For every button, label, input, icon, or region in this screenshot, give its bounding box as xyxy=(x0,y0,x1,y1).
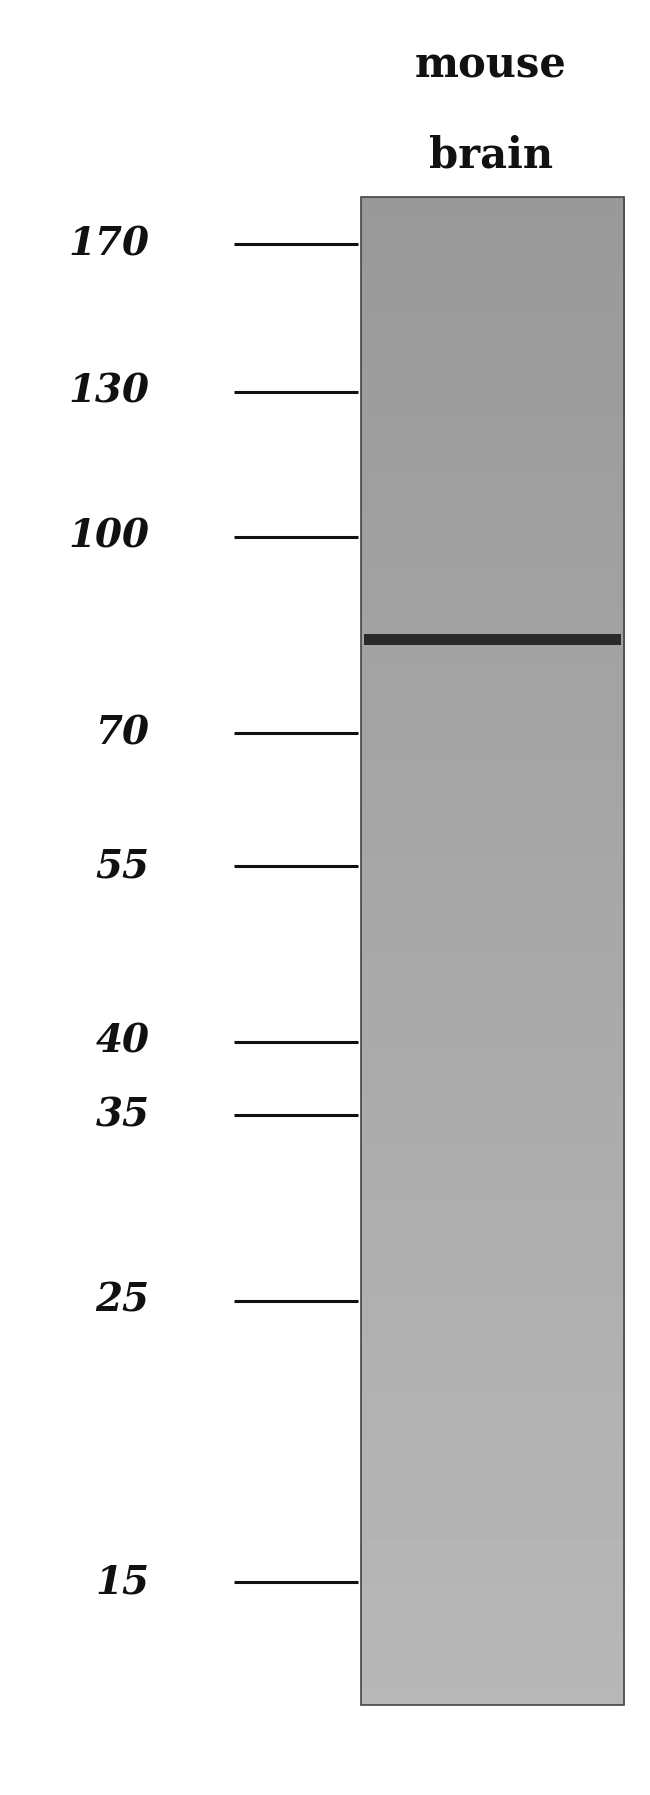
Text: 25: 25 xyxy=(96,1282,150,1319)
Text: mouse: mouse xyxy=(415,45,567,86)
Text: 130: 130 xyxy=(68,373,150,411)
Text: 35: 35 xyxy=(96,1097,150,1134)
Text: 70: 70 xyxy=(96,714,150,752)
Text: 15: 15 xyxy=(96,1563,150,1601)
Bar xyxy=(361,197,624,1705)
Text: 40: 40 xyxy=(96,1023,150,1061)
Text: 170: 170 xyxy=(68,224,150,264)
Text: 100: 100 xyxy=(68,517,150,555)
Bar xyxy=(364,634,621,644)
Text: brain: brain xyxy=(429,135,552,176)
Text: 55: 55 xyxy=(96,847,150,885)
